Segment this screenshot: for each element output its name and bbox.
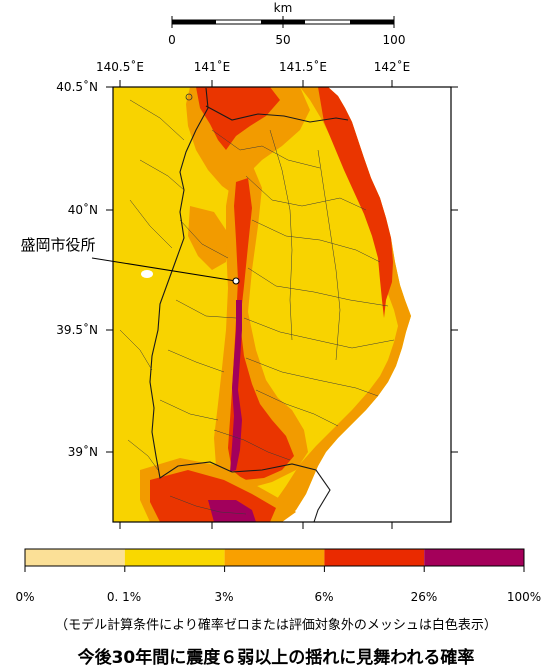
northern-boundary <box>205 105 349 123</box>
coastal-red-strip <box>318 87 393 318</box>
scale-label-100: 100 <box>383 33 406 47</box>
city-leader-line <box>91 257 237 282</box>
legend-label-100: 100% <box>507 590 541 604</box>
lat-label-40-5: 40.5˚N <box>56 79 98 94</box>
legend-cell-2 <box>224 549 325 566</box>
figure-title: 今後30年間に震度６弱以上の揺れに見舞われる確率 <box>77 648 475 668</box>
longitude-labels: 140.5˚E 141˚E 141.5˚E 142˚E <box>96 59 410 74</box>
lon-label-141: 141˚E <box>194 59 231 74</box>
prefecture-boundary <box>149 87 233 479</box>
legend-label-26: 26% <box>411 590 438 604</box>
zero-probability-spot <box>141 270 153 278</box>
southern-boundary <box>231 463 331 522</box>
scale-bar: km 0 50 100 <box>168 1 405 47</box>
scale-label-50: 50 <box>275 33 290 47</box>
legend-label-6: 6% <box>314 590 333 604</box>
legend-cell-3 <box>324 549 425 566</box>
legend-cell-4 <box>424 549 524 566</box>
city-marker: 盛岡市役所 <box>20 236 240 285</box>
legend-tick-labels: 0% 0. 1% 3% 6% 26% 100% <box>15 590 541 604</box>
lat-label-39-5: 39.5˚N <box>56 322 98 337</box>
map-frame <box>106 80 458 529</box>
legend-frame <box>24 548 525 567</box>
legend-label-3: 3% <box>214 590 233 604</box>
legend-label-0-1: 0. 1% <box>107 590 141 604</box>
legend: 0% 0. 1% 3% 6% 26% 100% <box>15 548 541 604</box>
lon-label-142: 142˚E <box>374 59 411 74</box>
latitude-labels: 40.5˚N 40˚N 39.5˚N 39˚N <box>56 79 98 459</box>
scale-label-0: 0 <box>168 33 176 47</box>
city-label: 盛岡市役所 <box>20 236 95 254</box>
legend-cell-0 <box>25 549 125 566</box>
map-panel <box>113 87 451 522</box>
legend-label-0: 0% <box>15 590 34 604</box>
legend-color-bar <box>24 548 525 572</box>
scale-bar-unit: km <box>274 1 293 15</box>
lon-label-141-5: 141.5˚E <box>279 59 327 74</box>
lat-label-39: 39˚N <box>68 444 98 459</box>
municipal-boundaries <box>119 99 395 515</box>
footnote: （モデル計算条件により確率ゼロまたは評価対象外のメッシュは白色表示） <box>55 618 497 633</box>
central-red-belt <box>228 178 294 480</box>
south-purple-zone <box>208 500 256 522</box>
south-yellow-patch <box>300 396 346 436</box>
lon-label-140-5: 140.5˚E <box>96 59 144 74</box>
central-purple-streak <box>230 300 242 472</box>
small-town-marker <box>185 93 193 101</box>
city-point <box>232 277 240 285</box>
lat-label-40: 40˚N <box>68 202 98 217</box>
west-orange-lobe <box>188 206 230 270</box>
legend-cell-1 <box>124 549 225 566</box>
